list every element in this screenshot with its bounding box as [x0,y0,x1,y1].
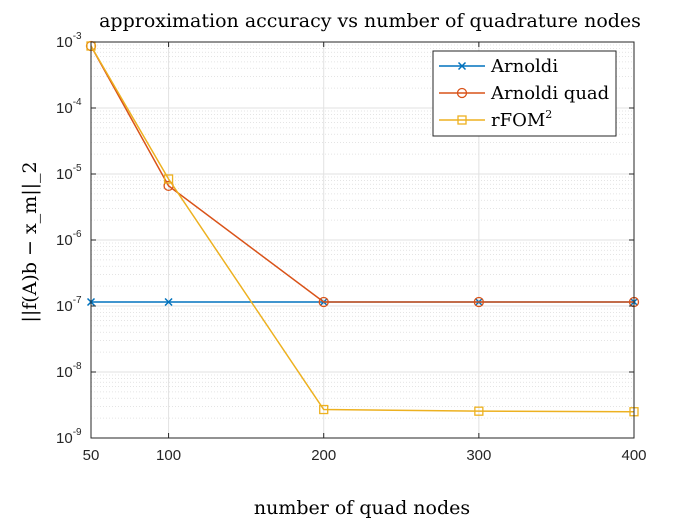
data-point-circle-marker [473,296,485,308]
y-tick-label: 10-4 [56,97,82,117]
legend-label: rFOM2 [491,108,552,131]
data-point-square-marker [457,115,467,125]
y-tick-label: 10-5 [56,163,82,183]
x-tick-label: 300 [466,447,491,464]
legend-label: Arnoldi quad [490,83,609,104]
axis-ticks: 50 100 200 300 400 10-9 10-8 10-7 10-6 10-5 10-4 10… [56,31,647,464]
series-line [90,45,635,413]
y-tick-label: 10-3 [56,31,82,51]
data-point-x-marker [457,61,467,71]
legend-item: rFOM2 [439,108,552,131]
y-tick-label: 10-8 [56,361,82,381]
data-point-circle-marker [456,87,468,99]
legend-label: Arnoldi [490,56,558,77]
data-point-circle-marker [318,296,329,308]
series-line [90,45,634,303]
x-tick-label: 100 [156,447,181,464]
legend-item: Arnoldi [439,56,558,77]
data-point-x-marker [164,297,173,307]
x-axis-label: number of quad nodes [254,497,470,519]
y-tick-label: 10-6 [56,229,82,249]
y-axis-label: ||f(A)b − x_m||_2 [19,161,41,322]
data-point-square-marker [319,404,329,415]
legend: Arnoldi Arnoldi quad rFOM2 [432,50,617,137]
chart-title: approximation accuracy vs number of quad… [99,10,641,32]
y-tick-label: 10-7 [56,295,82,315]
x-tick-label: 400 [621,447,646,464]
x-tick-label: 200 [311,447,336,464]
data-point-square-marker [163,174,174,184]
y-tick-label: 10-9 [56,427,82,447]
data-point-square-marker [474,406,484,416]
x-tick-label: 50 [83,447,100,464]
legend-item: Arnoldi quad [439,83,609,104]
